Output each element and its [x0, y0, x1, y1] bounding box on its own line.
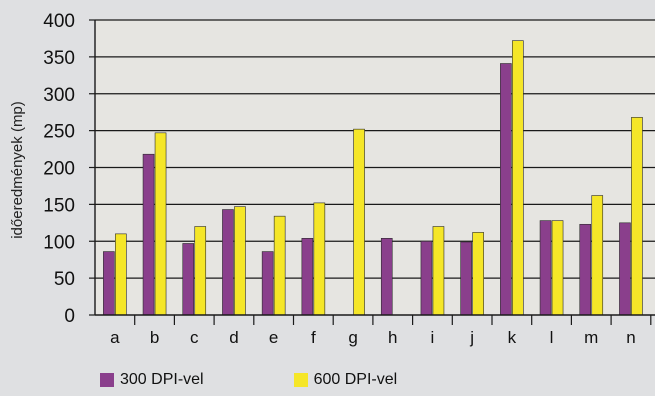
- bars: [103, 40, 643, 316]
- bar-600dpi-g: [353, 128, 365, 316]
- y-tick-label: 100: [43, 232, 75, 253]
- legend-item-300dpi: 300 DPI-vel: [100, 371, 204, 389]
- legend-swatch-300dpi: [100, 373, 114, 387]
- bar-600dpi-k: [512, 40, 524, 316]
- x-tick-label: i: [431, 328, 435, 347]
- bar-300dpi-f: [301, 238, 314, 316]
- bar-300dpi-h: [380, 238, 393, 316]
- y-axis-title: időeredmények (mp): [9, 101, 26, 239]
- bar-300dpi-e: [261, 251, 274, 316]
- x-tick-label: c: [190, 328, 199, 347]
- legend-label-600dpi: 600 DPI-vel: [313, 371, 398, 388]
- x-tick-label: b: [150, 328, 159, 347]
- bar-300dpi-i: [420, 240, 433, 316]
- x-tick-label: l: [550, 328, 554, 347]
- y-tick-label: 150: [43, 195, 75, 216]
- x-tick-label: m: [584, 328, 598, 347]
- x-tick-label: k: [508, 328, 517, 347]
- y-tick-label: 50: [54, 269, 75, 290]
- bar-600dpi-d: [234, 206, 246, 316]
- y-tick-label: 400: [43, 11, 75, 32]
- x-tick-label: n: [626, 328, 635, 347]
- legend: 300 DPI-vel 600 DPI-vel: [100, 371, 487, 389]
- x-tick-labels: a b c d e f g h i j k l m n: [110, 328, 636, 347]
- y-tick-label: 350: [43, 48, 75, 69]
- bar-600dpi-m: [591, 195, 604, 316]
- axes: [89, 19, 655, 325]
- bar-300dpi-b: [142, 153, 155, 316]
- legend-swatch-600dpi: [293, 373, 308, 387]
- x-tick-label: d: [229, 328, 238, 347]
- bar-600dpi-j: [472, 232, 484, 316]
- bar-300dpi-d: [222, 209, 234, 316]
- bar-600dpi-n: [631, 117, 643, 316]
- x-tick-label: e: [269, 328, 278, 347]
- bar-600dpi-i: [432, 226, 445, 316]
- legend-label-300dpi: 300 DPI-vel: [120, 371, 204, 388]
- bar-300dpi-m: [579, 223, 592, 316]
- bar-600dpi-b: [154, 132, 167, 316]
- x-tick-label: j: [469, 328, 474, 347]
- bar-300dpi-k: [500, 63, 512, 316]
- bar-300dpi-l: [539, 220, 552, 316]
- y-tick-labels: 0 50 100 150 200 250 300 350 400: [43, 11, 75, 327]
- x-tick-label: g: [348, 328, 357, 347]
- y-tick-label: 0: [64, 306, 75, 327]
- bar-600dpi-f: [313, 202, 326, 316]
- bar-600dpi-a: [115, 233, 127, 316]
- bar-300dpi-j: [460, 241, 472, 316]
- x-tick-label: f: [311, 328, 316, 347]
- x-tick-label: a: [110, 328, 120, 347]
- bar-600dpi-c: [194, 226, 207, 316]
- y-tick-label: 250: [43, 122, 75, 143]
- y-tick-label: 200: [43, 159, 75, 180]
- bar-300dpi-a: [103, 251, 115, 316]
- legend-item-600dpi: 600 DPI-vel: [293, 371, 398, 389]
- y-tick-label: 300: [43, 85, 75, 106]
- x-tick-label: h: [388, 328, 397, 347]
- bar-600dpi-l: [551, 220, 564, 316]
- bar-300dpi-n: [619, 222, 631, 316]
- bar-300dpi-c: [182, 243, 195, 316]
- bar-600dpi-e: [273, 215, 286, 316]
